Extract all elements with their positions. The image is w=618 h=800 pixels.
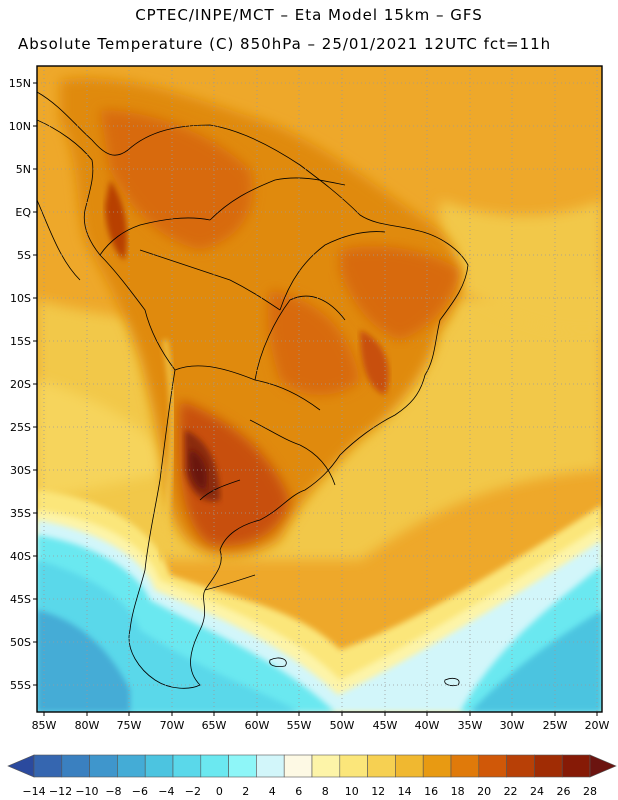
longitude-labels: 85W 80W 75W 70W 65W 60W 55W 50W 45W 40W …	[32, 719, 610, 732]
colorbar-label: 2	[242, 785, 249, 798]
map-subtitle: Absolute Temperature (C) 850hPa – 25/01/…	[18, 35, 552, 53]
lon-label: 20W	[585, 719, 610, 732]
colorbar-swatch	[61, 754, 90, 778]
colorbar-swatch	[33, 754, 63, 778]
lon-label: 65W	[202, 719, 227, 732]
lon-label: 30W	[500, 719, 525, 732]
temperature-field	[37, 66, 602, 712]
colorbar-label: 6	[295, 785, 302, 798]
colorbar-label: 16	[424, 785, 438, 798]
lon-label: 80W	[75, 719, 100, 732]
lat-label: 10S	[10, 292, 31, 305]
lat-label: 50S	[10, 636, 31, 649]
colorbar-label: −2	[185, 785, 201, 798]
lon-label: 25W	[543, 719, 568, 732]
colorbar-label: 20	[477, 785, 491, 798]
colorbar-swatch	[561, 754, 591, 778]
colorbar-label: 12	[371, 785, 385, 798]
colorbar-swatch	[422, 754, 452, 778]
colorbar-swatch	[200, 754, 229, 778]
lat-label: 45S	[10, 593, 31, 606]
axis-ticks	[33, 82, 598, 716]
colorbar-swatch	[117, 754, 146, 778]
colorbar-swatch	[311, 754, 341, 778]
colorbar-swatch	[450, 754, 480, 778]
map-title: CPTEC/INPE/MCT – Eta Model 15km – GFS	[135, 6, 483, 24]
lon-label: 60W	[245, 719, 270, 732]
coastline-layer	[37, 91, 469, 689]
colorbar-swatch	[256, 754, 285, 778]
lat-label: 5N	[16, 163, 31, 176]
colorbar-swatch	[172, 754, 202, 778]
colorbar-swatch	[339, 754, 368, 778]
lat-label: 10N	[9, 120, 31, 133]
colorbar-swatch	[228, 754, 257, 778]
colorbar-label: 26	[557, 785, 571, 798]
colorbar-label: 14	[398, 785, 412, 798]
lat-label: 30S	[10, 464, 31, 477]
colorbar-label: 24	[530, 785, 544, 798]
lat-label: 20S	[10, 378, 31, 391]
lon-label: 35W	[458, 719, 483, 732]
lon-label: 70W	[160, 719, 185, 732]
lat-label: 5S	[17, 249, 31, 262]
colorbar-swatch	[478, 754, 507, 778]
lat-label: 15S	[10, 335, 31, 348]
lon-label: 45W	[373, 719, 398, 732]
colorbar-label: 8	[322, 785, 329, 798]
colorbar-swatch	[367, 754, 396, 778]
colorbar-label: 22	[504, 785, 518, 798]
colorbar-label: −4	[158, 785, 174, 798]
latitude-labels: 15N 10N 5N EQ 5S 10S 15S 20S 25S 30S 35S…	[9, 77, 32, 692]
lon-label: 50W	[330, 719, 355, 732]
colorbar-label: 18	[451, 785, 465, 798]
colorbar-label: −10	[75, 785, 98, 798]
colorbar-swatch	[89, 754, 118, 778]
colorbar-swatch	[506, 754, 535, 778]
colorbar-swatch	[589, 754, 617, 778]
lon-label: 55W	[287, 719, 312, 732]
lat-label: 25S	[10, 421, 31, 434]
colorbar-swatch	[283, 754, 313, 778]
map-frame	[36, 65, 603, 713]
lat-label: EQ	[15, 206, 31, 219]
colorbar-swatch	[144, 754, 174, 778]
lon-label: 40W	[415, 719, 440, 732]
colorbar-label: 28	[583, 785, 597, 798]
lat-label: 35S	[10, 507, 31, 520]
colorbar: −14 −12 −10 −8 −6 −4 −2 0 2 4 6 8 10 12 14 16 18 20 22 24 26…	[7, 754, 617, 798]
lat-label: 15N	[9, 77, 31, 90]
colorbar-label: 4	[269, 785, 276, 798]
colorbar-label: 10	[345, 785, 359, 798]
lon-label: 75W	[117, 719, 142, 732]
colorbar-swatch	[7, 754, 35, 778]
colorbar-label: −14	[22, 785, 45, 798]
colorbar-label: −12	[49, 785, 72, 798]
colorbar-swatch	[395, 754, 424, 778]
colorbar-label: −8	[105, 785, 121, 798]
lat-label: 55S	[10, 679, 31, 692]
colorbar-swatch	[534, 754, 563, 778]
lon-label: 85W	[32, 719, 57, 732]
lat-label: 40S	[10, 550, 31, 563]
colorbar-label: 0	[216, 785, 223, 798]
colorbar-label: −6	[132, 785, 148, 798]
